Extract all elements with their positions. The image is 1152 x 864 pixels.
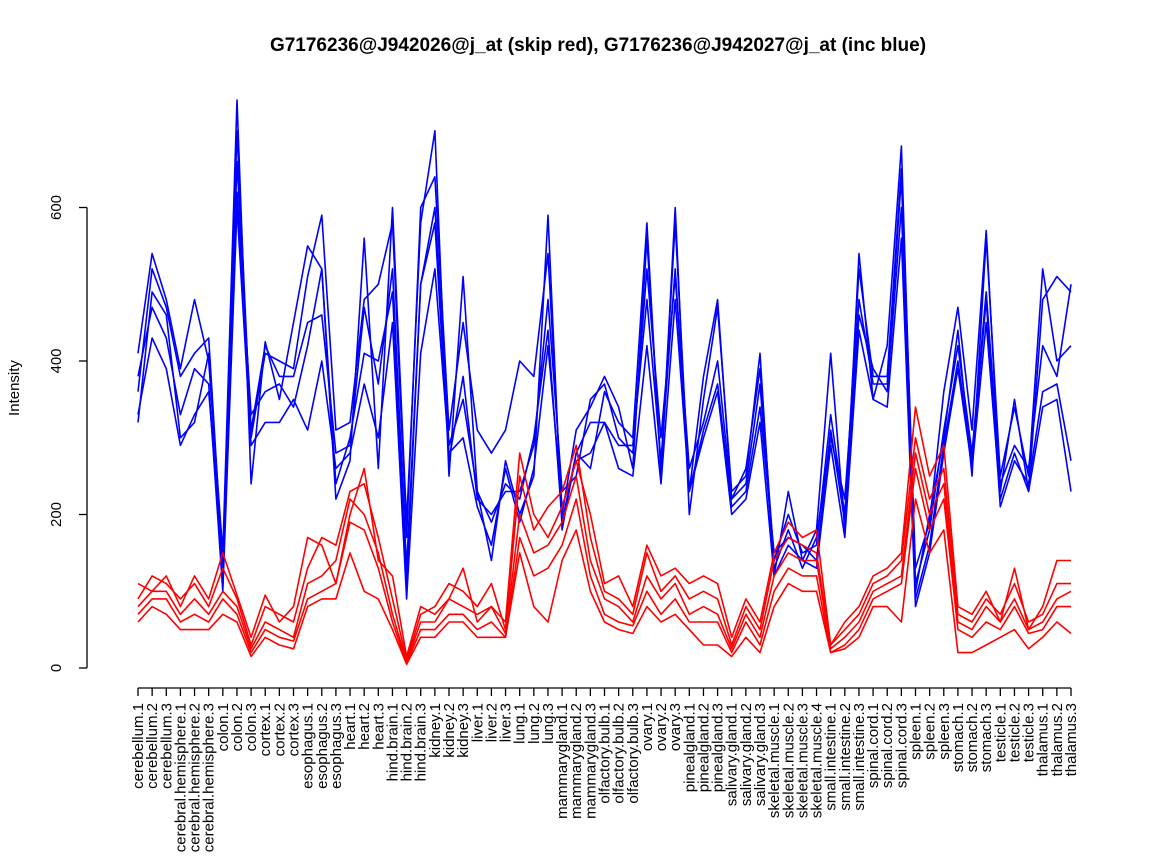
y-tick-label: 200 — [48, 502, 65, 527]
x-tick-label: cerebellum.3 — [158, 703, 175, 789]
x-tick-label: olfactory.bulb.2 — [611, 703, 628, 804]
x-tick-label: thalamus.1 — [1035, 703, 1052, 776]
x-tick-label: cerebellum.2 — [144, 703, 161, 789]
x-tick-label: kidney.2 — [441, 703, 458, 758]
x-tick-label: cortex.3 — [286, 703, 303, 756]
x-tick-label: heart.2 — [356, 703, 373, 750]
x-tick-label: esophagus.2 — [314, 703, 331, 789]
series-line-skip-4 — [137, 467, 1071, 665]
series-line-skip-1 — [137, 406, 1071, 658]
series-line-skip-3 — [137, 452, 1072, 663]
y-tick-label: 600 — [48, 195, 65, 220]
x-tick-label: liver.2 — [483, 703, 500, 742]
x-tick-label: stomach.1 — [950, 703, 967, 772]
x-tick-label: cortex.1 — [257, 703, 274, 756]
x-tick-label: lung.1 — [512, 703, 529, 744]
x-tick-label: lung.2 — [526, 703, 543, 744]
x-tick-label: heart.1 — [342, 703, 359, 750]
x-tick-label: stomach.2 — [964, 703, 981, 772]
x-tick-label: cerebral.hemisphere.3 — [201, 703, 218, 852]
chart-title: G7176236@J942026@j_at (skip red), G71762… — [270, 35, 926, 56]
y-tick-label: 0 — [48, 664, 65, 672]
x-tick-label: thalamus.2 — [1049, 703, 1066, 776]
x-tick-label: spleen.3 — [936, 703, 953, 760]
series-line-inc-2 — [137, 130, 1072, 570]
x-tick-label: liver.3 — [498, 703, 515, 742]
x-tick-label: esophagus.3 — [328, 703, 345, 789]
y-tick-label: 400 — [48, 348, 65, 373]
x-tick-label: small.intestine.1 — [823, 703, 840, 811]
x-tick-label: pinealgland.3 — [710, 703, 727, 792]
x-tick-label: olfactory.bulb.1 — [597, 703, 614, 804]
x-tick-label: small.intestine.2 — [837, 703, 854, 811]
x-tick-label: spinal.cord.1 — [865, 703, 882, 788]
x-tick-label: skeletal.muscle.2 — [780, 703, 797, 818]
series-line-inc-5 — [137, 206, 1072, 608]
x-tick-label: thalamus.3 — [1063, 703, 1080, 776]
x-tick-label: pinealgland.2 — [696, 703, 713, 792]
x-tick-label: testicle.3 — [1021, 703, 1038, 762]
x-tick-label: mammarygland.1 — [554, 703, 571, 819]
x-tick-label: colon.1 — [215, 703, 232, 751]
x-tick-label: spinal.cord.2 — [879, 703, 896, 788]
series-line-inc-3 — [137, 160, 1072, 585]
x-tick-label: colon.3 — [243, 703, 260, 751]
x-tick-label: testicle.2 — [1007, 703, 1024, 762]
x-tick-label: stomach.3 — [978, 703, 995, 772]
y-axis-label: Intensity — [6, 360, 23, 416]
x-tick-label: hind.brain.3 — [413, 703, 430, 781]
x-tick-label: ovary.1 — [639, 703, 656, 751]
x-tick-label: spleen.1 — [908, 703, 925, 760]
x-tick-label: pinealgland.1 — [681, 703, 698, 792]
x-tick-label: salivary.gland.3 — [752, 703, 769, 806]
x-tick-label: hind.brain.1 — [385, 703, 402, 781]
x-tick-label: cortex.2 — [271, 703, 288, 756]
x-tick-label: salivary.gland.2 — [738, 703, 755, 806]
x-tick-label: lung.3 — [540, 703, 557, 744]
x-tick-label: hind.brain.2 — [399, 703, 416, 781]
x-tick-label: kidney.3 — [455, 703, 472, 758]
series-line-skip-5 — [137, 498, 1072, 666]
x-tick-label: skeletal.muscle.1 — [766, 703, 783, 818]
x-tick-label: esophagus.1 — [300, 703, 317, 789]
x-tick-label: cerebellum.1 — [130, 703, 147, 789]
x-tick-label: small.intestine.3 — [851, 703, 868, 811]
x-tick-label: ovary.2 — [653, 703, 670, 751]
x-tick-label: colon.2 — [229, 703, 246, 751]
x-tick-label: cerebral.hemisphere.2 — [187, 703, 204, 852]
x-tick-label: olfactory.bulb.3 — [625, 703, 642, 804]
series-line-skip-2 — [137, 436, 1071, 662]
x-tick-label: liver.1 — [469, 703, 486, 742]
x-tick-label: mammarygland.2 — [568, 703, 585, 819]
x-tick-label: skeletal.muscle.4 — [809, 703, 826, 818]
x-tick-label: salivary.gland.1 — [724, 703, 741, 806]
x-tick-label: testicle.1 — [992, 703, 1009, 762]
x-tick-label: spleen.2 — [922, 703, 939, 760]
x-tick-label: ovary.3 — [667, 703, 684, 751]
x-tick-label: heart.3 — [370, 703, 387, 750]
series-layer — [137, 99, 1072, 666]
x-tick-label: spinal.cord.3 — [893, 703, 910, 788]
axis-layer: 0 200 400 600 cerebellum.1cerebellum.2cerebe… — [48, 195, 1080, 852]
x-tick-label: cerebral.hemisphere.1 — [172, 703, 189, 852]
x-tick-label: mammarygland.3 — [582, 703, 599, 819]
x-tick-label: kidney.1 — [427, 703, 444, 758]
x-tick-label: skeletal.muscle.3 — [794, 703, 811, 818]
